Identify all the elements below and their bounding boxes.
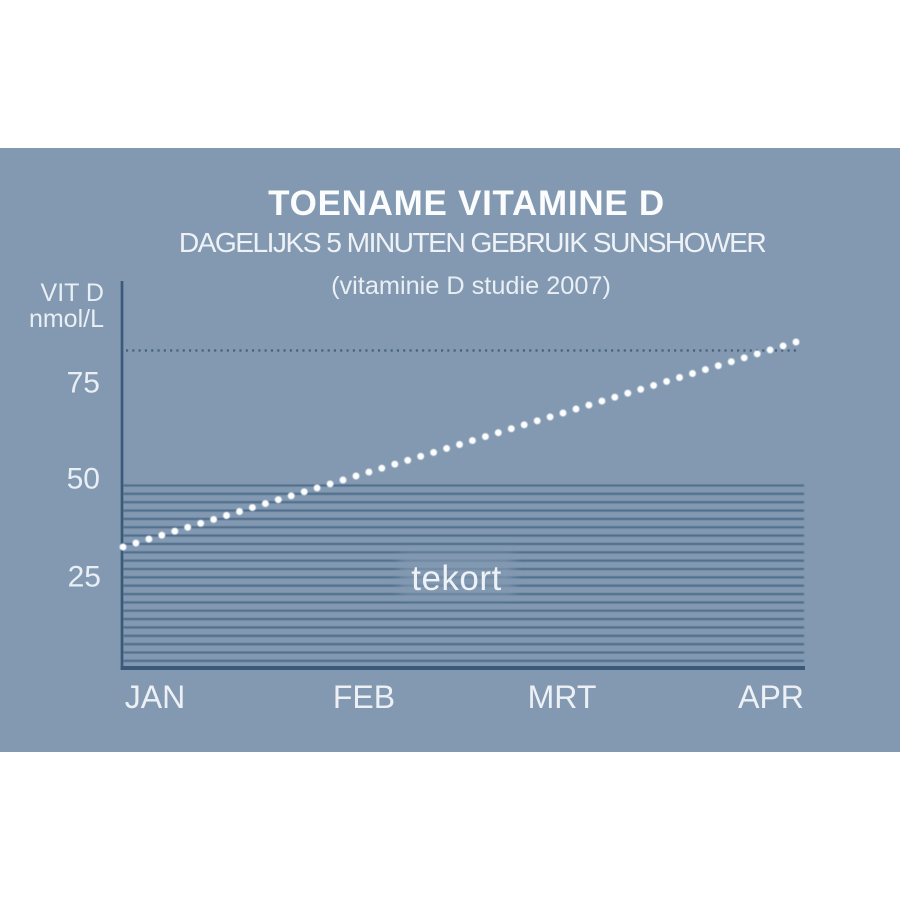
svg-text:25: 25: [68, 561, 101, 594]
svg-text:50: 50: [67, 463, 100, 496]
svg-text:tekort: tekort: [411, 559, 502, 598]
svg-text:VIT D: VIT D: [41, 279, 104, 307]
svg-text:(vitaminie D studie 2007): (vitaminie D studie 2007): [331, 272, 611, 300]
svg-text:FEB: FEB: [333, 679, 395, 715]
svg-text:TOENAME VITAMINE D: TOENAME VITAMINE D: [268, 184, 665, 223]
svg-text:APR: APR: [738, 679, 804, 715]
svg-text:nmol/L: nmol/L: [29, 305, 104, 333]
svg-text:MRT: MRT: [528, 679, 597, 715]
svg-text:DAGELIJKS 5 MINUTEN GEBRUIK SU: DAGELIJKS 5 MINUTEN GEBRUIK SUNSHOWER: [179, 226, 767, 258]
svg-text:JAN: JAN: [125, 679, 185, 715]
svg-text:75: 75: [67, 367, 100, 400]
